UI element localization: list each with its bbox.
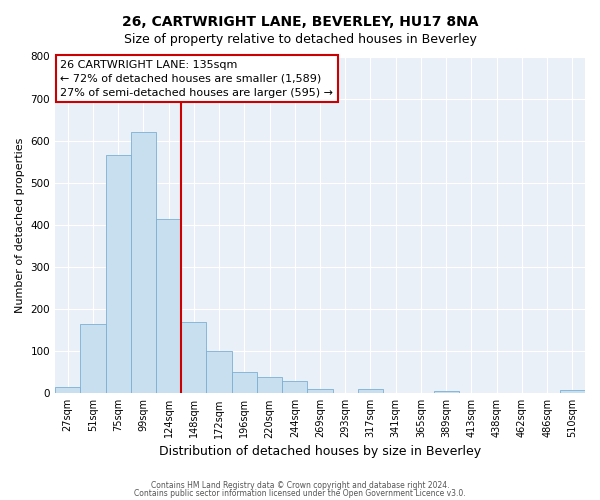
Bar [106, 156, 131, 394]
Text: Contains HM Land Registry data © Crown copyright and database right 2024.: Contains HM Land Registry data © Crown c… [151, 480, 449, 490]
Text: 26 CARTWRIGHT LANE: 135sqm
← 72% of detached houses are smaller (1,589)
27% of s: 26 CARTWRIGHT LANE: 135sqm ← 72% of deta… [61, 60, 334, 98]
Bar [307, 389, 332, 394]
Bar [232, 372, 257, 394]
Bar [131, 132, 156, 394]
Bar [181, 322, 206, 394]
Bar [282, 380, 307, 394]
Bar [55, 387, 80, 394]
Bar [156, 218, 181, 394]
Bar [434, 391, 459, 394]
Y-axis label: Number of detached properties: Number of detached properties [15, 137, 25, 312]
Bar [358, 389, 383, 394]
Text: Size of property relative to detached houses in Beverley: Size of property relative to detached ho… [124, 32, 476, 46]
Bar [257, 378, 282, 394]
X-axis label: Distribution of detached houses by size in Beverley: Distribution of detached houses by size … [159, 444, 481, 458]
Text: Contains public sector information licensed under the Open Government Licence v3: Contains public sector information licen… [134, 489, 466, 498]
Bar [206, 351, 232, 394]
Bar [560, 390, 585, 394]
Text: 26, CARTWRIGHT LANE, BEVERLEY, HU17 8NA: 26, CARTWRIGHT LANE, BEVERLEY, HU17 8NA [122, 15, 478, 29]
Bar [80, 324, 106, 394]
